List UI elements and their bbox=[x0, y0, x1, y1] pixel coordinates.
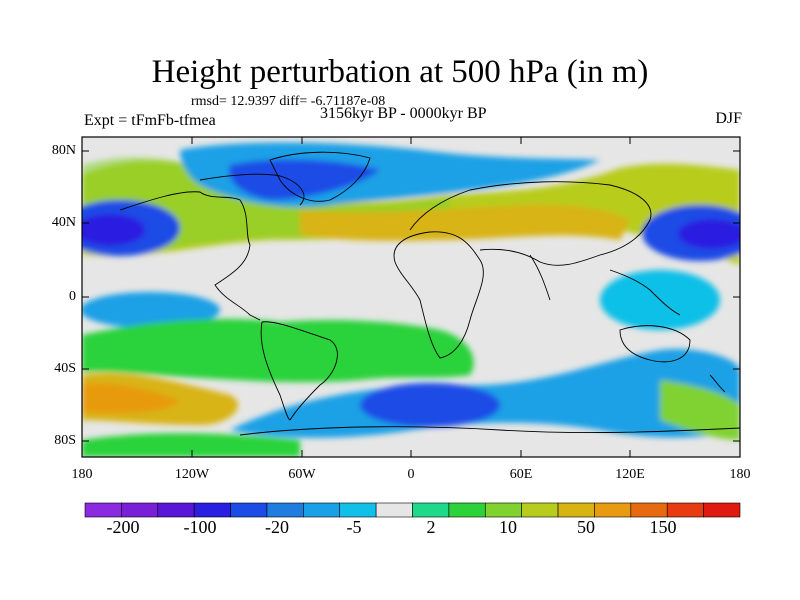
lon-label-120w: 120W bbox=[174, 467, 210, 482]
lon-label-180e: 180 bbox=[729, 467, 751, 482]
colorbar-label: 150 bbox=[649, 517, 677, 537]
colorbar-swatch bbox=[448, 502, 486, 518]
colorbar-label: -100 bbox=[183, 517, 217, 537]
colorbar-swatch bbox=[521, 502, 559, 518]
lon-ticks bbox=[81, 137, 741, 457]
stats-line: rmsd= 12.9397 diff= -6.71187e-08 bbox=[191, 94, 386, 109]
lat-label-40s: 40S bbox=[54, 361, 76, 376]
period-label: 3156kyr BP - 0000kyr BP bbox=[320, 105, 487, 122]
field-south-band bbox=[82, 318, 474, 383]
field-antarctic-band bbox=[82, 433, 300, 457]
colorbar-label: -5 bbox=[346, 517, 362, 537]
experiment-label: Expt = tFmFb-tfmea bbox=[84, 112, 216, 129]
colorbar-swatch bbox=[375, 502, 413, 518]
colorbar-label: -200 bbox=[106, 517, 140, 537]
colorbar-swatch bbox=[157, 502, 195, 518]
colorbar-swatch bbox=[303, 502, 341, 518]
field-north-band-core bbox=[300, 204, 630, 241]
lat-label-80s: 80S bbox=[54, 433, 76, 448]
colorbar-swatch bbox=[121, 502, 159, 518]
colorbar-swatch bbox=[557, 502, 595, 518]
coast-north-america bbox=[119, 191, 261, 321]
coast-greenland bbox=[269, 151, 371, 202]
coast-india bbox=[529, 254, 551, 301]
colorbar-swatch bbox=[666, 502, 704, 518]
coastlines bbox=[119, 151, 740, 436]
colorbar-label: -20 bbox=[265, 517, 289, 537]
coast-arctic-canada bbox=[199, 173, 305, 206]
lat-ticks bbox=[82, 150, 740, 442]
field-southeast-band bbox=[660, 380, 740, 440]
field-npacific-low-left-core bbox=[82, 214, 145, 246]
colorbar-label: 2 bbox=[426, 517, 436, 537]
field-npacific-low-right-core bbox=[678, 219, 740, 249]
lat-label-80n: 80N bbox=[51, 143, 76, 158]
colorbar-swatch bbox=[230, 502, 268, 518]
colorbar-swatch bbox=[412, 502, 450, 518]
coast-africa bbox=[393, 231, 484, 359]
coast-antarctica bbox=[239, 426, 740, 436]
colorbar-swatch bbox=[339, 502, 377, 518]
lat-label-40n: 40N bbox=[51, 215, 76, 230]
colorbar-swatch bbox=[630, 502, 668, 518]
colorbar-swatch bbox=[193, 502, 231, 518]
colorbar bbox=[84, 502, 741, 518]
colorbar-swatch bbox=[484, 502, 522, 518]
chart-title: Height perturbation at 500 hPa (in m) bbox=[151, 54, 649, 90]
colorbar-label: 10 bbox=[499, 517, 517, 537]
lon-label-60e: 60E bbox=[509, 467, 533, 482]
field-tropical-patch bbox=[82, 292, 220, 328]
colorbar-swatch bbox=[84, 502, 122, 518]
coast-eurasia bbox=[409, 181, 652, 266]
lat-label-0: 0 bbox=[69, 289, 76, 304]
map-field bbox=[82, 137, 740, 457]
lon-label-60w: 60W bbox=[288, 467, 316, 482]
coast-se-asia bbox=[609, 269, 681, 316]
colorbar-swatch bbox=[266, 502, 304, 518]
field-greenland-low-core bbox=[229, 159, 380, 200]
colorbar-label: 50 bbox=[577, 517, 595, 537]
lon-label-0: 0 bbox=[407, 467, 415, 482]
coast-australia bbox=[619, 325, 691, 363]
field-southern-ocean-core bbox=[360, 383, 500, 427]
colorbar-swatch bbox=[594, 502, 632, 518]
season-label: DJF bbox=[715, 110, 742, 127]
field-south-pacific-high-core bbox=[82, 383, 180, 414]
coast-south-america-east bbox=[261, 321, 338, 421]
colorbar-swatch bbox=[703, 502, 741, 518]
coast-new-zealand bbox=[709, 374, 726, 393]
coast-south-america-west bbox=[260, 321, 291, 421]
lon-label-120e: 120E bbox=[615, 467, 645, 482]
lon-label-180w: 180 bbox=[71, 467, 93, 482]
